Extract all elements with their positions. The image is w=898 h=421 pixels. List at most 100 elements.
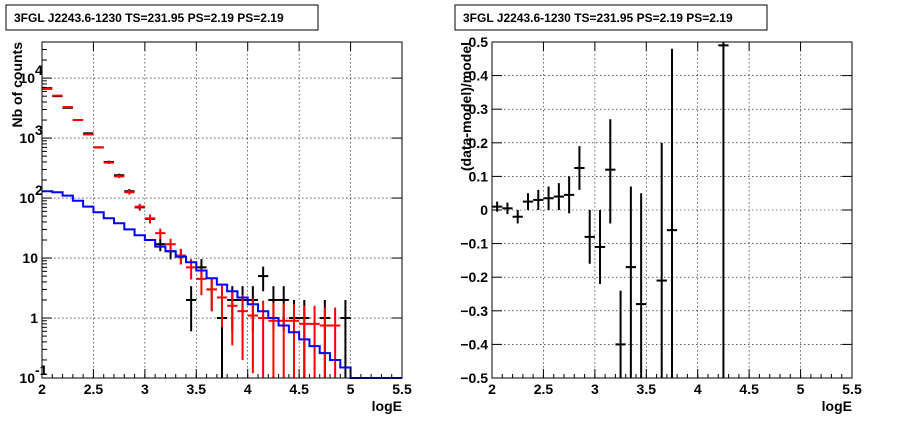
y-tick-label: 10: [19, 130, 35, 146]
data-point: [216, 283, 228, 328]
x-tick-label: 3: [591, 381, 599, 397]
data-point: [258, 266, 269, 292]
y-tick-label: −0.1: [460, 236, 488, 252]
x-tick-label: 2: [488, 381, 496, 397]
data-point: [666, 48, 678, 378]
counts-plot-frame: [41, 41, 403, 379]
y-tick-label: 0.4: [469, 68, 489, 84]
residual-marks: [492, 42, 729, 378]
data-point: [574, 146, 585, 190]
data-point: [186, 286, 197, 332]
x-tick-label: 3.5: [187, 381, 207, 397]
data-point: [615, 290, 626, 378]
data-point: [72, 119, 84, 122]
y-tick-label: −0.5: [460, 370, 488, 386]
data-point: [309, 305, 320, 378]
data-point: [718, 42, 729, 378]
data-point: [543, 186, 554, 210]
data-point: [196, 268, 207, 296]
data-point: [83, 133, 94, 136]
x-tick-label: 4: [244, 381, 252, 397]
data-point: [258, 300, 269, 378]
data-point: [42, 87, 53, 90]
data-point: [605, 119, 616, 224]
data-point: [165, 238, 176, 252]
residual-y-axis-title: (data-model)/model: [458, 42, 474, 171]
data-point: [594, 210, 606, 284]
x-tick-label: 5: [797, 381, 805, 397]
data-point: [636, 193, 647, 378]
residual-title-box: [454, 4, 768, 31]
x-tick-label: 2: [38, 381, 46, 397]
x-tick-label: 2.5: [534, 381, 554, 397]
residual-title: 3FGL J2243.6-1230 TS=231.95 PS=2.19 PS=2…: [463, 11, 733, 25]
y-tick-label: 0.5: [469, 34, 489, 50]
y-tick-label: 10: [19, 190, 35, 206]
residual-x-axis-title: logE: [822, 398, 852, 414]
data-point: [564, 176, 575, 214]
data-point: [512, 210, 523, 224]
y-tick-label: 0.1: [469, 168, 489, 184]
counts-marks: [42, 87, 402, 379]
x-tick-label: 3.5: [637, 381, 657, 397]
data-point: [124, 190, 135, 195]
y-tick-label: 0.2: [469, 135, 489, 151]
y-tick-label: 10: [19, 70, 35, 86]
counts-title-box: [5, 4, 319, 31]
data-point: [247, 298, 258, 374]
data-point: [62, 105, 73, 108]
residual-panel: 3FGL J2243.6-1230 TS=231.95 PS=2.19 PS=2…: [454, 4, 862, 414]
counts-title: 3FGL J2243.6-1230 TS=231.95 PS=2.19 PS=2…: [14, 11, 284, 25]
data-point: [155, 228, 166, 239]
data-point: [533, 189, 544, 210]
y-tick-label: −0.4: [460, 336, 488, 352]
data-point: [103, 161, 114, 164]
y-tick-exponent: 2: [35, 182, 43, 198]
residual-ticks: 2 2.5 3 3.5 4 4.5 5 5.5 −0.5 −0.4 −0.3 −0.2 −0.1 0 0.1…: [460, 34, 862, 397]
data-point: [144, 214, 156, 223]
y-tick-label: 10: [22, 250, 38, 266]
data-point: [656, 142, 667, 378]
x-tick-label: 5.5: [392, 381, 412, 397]
data-point: [52, 94, 63, 97]
data-point: [93, 146, 104, 149]
x-tick-label: 3: [141, 381, 149, 397]
x-tick-label: 2.5: [84, 381, 104, 397]
y-tick-label: 10: [19, 370, 35, 386]
data-point: [227, 290, 238, 346]
data-point: [553, 183, 564, 210]
y-tick-exponent: 4: [35, 62, 43, 78]
y-tick-exponent: 3: [35, 122, 43, 138]
data-point: [206, 277, 217, 312]
data-point: [584, 210, 595, 264]
x-tick-label: 4.5: [739, 381, 759, 397]
data-point: [522, 193, 534, 210]
counts-y-axis-title: Nb of counts: [9, 42, 25, 128]
x-tick-label: 4.5: [289, 381, 309, 397]
x-tick-label: 4: [694, 381, 702, 397]
data-point: [625, 186, 636, 378]
data-point: [268, 302, 279, 378]
data-point: [330, 307, 341, 378]
data-point: [155, 238, 166, 252]
data-point: [288, 304, 300, 378]
y-tick-label: 0: [480, 202, 488, 218]
y-tick-label: 1: [30, 310, 38, 326]
data-point: [319, 307, 330, 378]
data-point: [134, 203, 145, 210]
data-point: [278, 303, 289, 378]
data-point: [340, 299, 351, 378]
data-point: [299, 305, 310, 378]
counts-x-axis-title: logE: [372, 398, 402, 414]
x-tick-label: 5: [347, 381, 355, 397]
data-point: [114, 174, 125, 179]
y-tick-exponent: -1: [35, 362, 48, 378]
y-tick-label: −0.3: [460, 303, 488, 319]
y-tick-label: 0.3: [469, 101, 489, 117]
data-point: [237, 295, 248, 360]
counts-panel: 3FGL J2243.6-1230 TS=231.95 PS=2.19 PS=2…: [5, 4, 412, 414]
y-tick-label: −0.2: [460, 269, 488, 285]
x-tick-label: 5.5: [842, 381, 862, 397]
